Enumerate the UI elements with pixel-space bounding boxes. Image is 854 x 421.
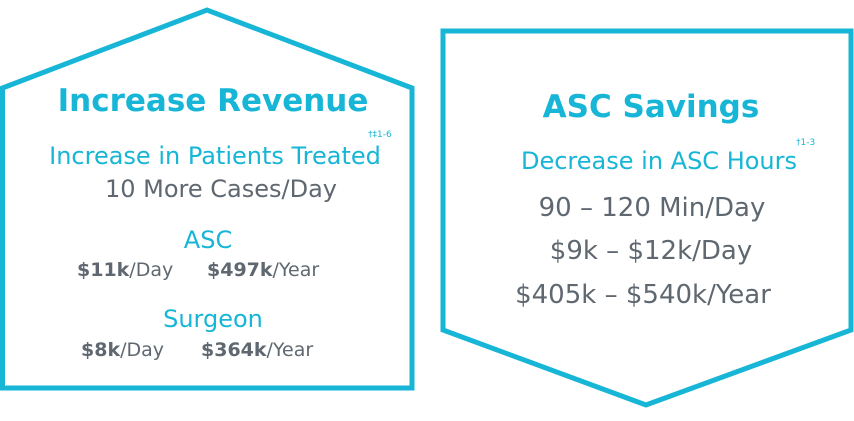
asc-year-unit: /Year bbox=[272, 259, 320, 281]
asc-day-unit: /Day bbox=[129, 259, 174, 281]
asc-day-value: $11k bbox=[77, 259, 130, 281]
surgeon-year-metric: $364k/Year bbox=[201, 341, 313, 360]
revenue-cases: 10 More Cases/Day bbox=[104, 175, 338, 203]
savings-day-line: $9k – $12k/Day bbox=[549, 236, 753, 266]
surgeon-day-metric: $8k/Day bbox=[81, 341, 164, 360]
asc-year-value: $497k bbox=[207, 259, 273, 281]
savings-subtitle: Decrease in ASC Hours bbox=[520, 147, 798, 175]
savings-title: ASC Savings bbox=[542, 89, 760, 125]
surgeon-day-unit: /Day bbox=[120, 339, 164, 361]
surgeon-year-value: $364k bbox=[201, 339, 267, 361]
savings-pentagon-outline bbox=[440, 28, 854, 408]
asc-day-metric: $11k/Day bbox=[77, 261, 173, 280]
asc-year-metric: $497k/Year bbox=[207, 261, 319, 280]
savings-minutes-line: 90 – 120 Min/Day bbox=[538, 193, 766, 223]
revenue-title: Increase Revenue bbox=[57, 83, 369, 119]
revenue-footnote-marker: †‡1-6 bbox=[368, 130, 392, 140]
savings-year-line: $405k – $540k/Year bbox=[515, 280, 771, 310]
savings-footnote-marker: †1-3 bbox=[796, 138, 816, 148]
revenue-house-outline bbox=[0, 7, 415, 391]
surgeon-year-unit: /Year bbox=[266, 339, 314, 361]
revenue-subtitle: Increase in Patients Treated bbox=[49, 142, 381, 170]
asc-heading: ASC bbox=[183, 226, 233, 254]
surgeon-heading: Surgeon bbox=[163, 305, 263, 333]
surgeon-day-value: $8k bbox=[81, 339, 121, 361]
